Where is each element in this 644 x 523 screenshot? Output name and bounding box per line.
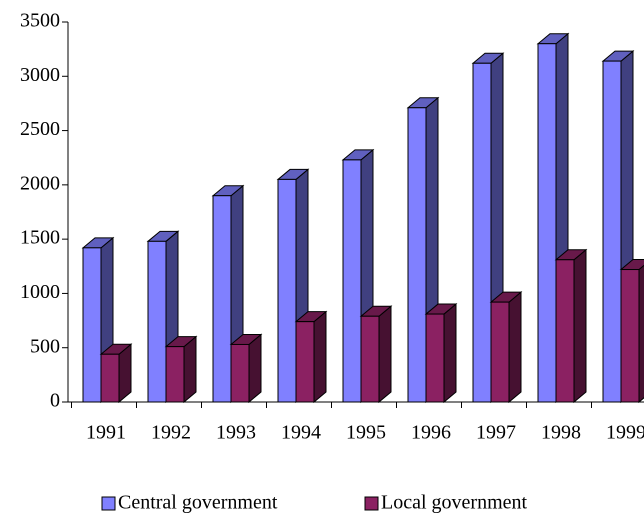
- legend-label: Local government: [381, 492, 527, 514]
- bar-face: [378, 305, 392, 404]
- bar-face: [230, 343, 250, 403]
- bar-face: [147, 240, 167, 403]
- bar: [229, 333, 263, 404]
- bar: [99, 343, 133, 404]
- x-tick-label: 1995: [346, 422, 386, 444]
- x-tick-label: 1993: [216, 422, 256, 444]
- bar-face: [360, 315, 380, 403]
- bar-face: [277, 178, 297, 403]
- y-tick-label: 3500: [20, 10, 60, 32]
- bar: [554, 248, 588, 404]
- y-tick-label: 3000: [20, 64, 60, 86]
- x-tick-label: 1997: [476, 422, 516, 444]
- bar-face: [555, 259, 575, 403]
- y-tick-label: 1000: [20, 281, 60, 303]
- x-tick-label: 1996: [411, 422, 451, 444]
- bar: [294, 310, 328, 404]
- bar-face: [573, 248, 587, 404]
- bar: [424, 302, 458, 404]
- x-tick-label: 1991: [86, 422, 126, 444]
- bar-face: [295, 321, 315, 403]
- bar-face: [620, 269, 640, 403]
- bar: [619, 259, 644, 404]
- bar-face: [342, 159, 362, 403]
- bar-face: [508, 291, 522, 404]
- bar-face: [443, 302, 457, 404]
- y-tick-label: 500: [30, 335, 60, 357]
- bar-face: [82, 247, 102, 403]
- bar: [164, 335, 198, 404]
- legend-label: Central government: [118, 492, 278, 514]
- x-tick-label: 1998: [541, 422, 581, 444]
- bar-face: [100, 353, 120, 403]
- y-tick-label: 1500: [20, 227, 60, 249]
- legend-swatch: [364, 496, 379, 511]
- bar-face: [248, 333, 262, 404]
- bar: [359, 305, 393, 404]
- legend-swatch: [101, 496, 116, 511]
- bar-face: [472, 62, 492, 403]
- x-tick-label: 1999: [606, 422, 644, 444]
- bar-face: [212, 195, 232, 403]
- x-tick-label: 1992: [151, 422, 191, 444]
- y-tick-label: 0: [50, 390, 60, 412]
- bar-face: [490, 301, 510, 403]
- bar-face: [425, 313, 445, 403]
- bar-face: [165, 346, 185, 403]
- y-tick-label: 2500: [20, 118, 60, 140]
- bar: [489, 291, 523, 404]
- bar-face: [183, 335, 197, 404]
- bar-face: [407, 107, 427, 403]
- bar-face: [602, 60, 622, 403]
- x-tick-label: 1994: [281, 422, 321, 444]
- bar-face: [638, 264, 644, 404]
- y-tick-label: 2000: [20, 172, 60, 194]
- bar-face: [537, 43, 557, 403]
- bar-face: [313, 310, 327, 404]
